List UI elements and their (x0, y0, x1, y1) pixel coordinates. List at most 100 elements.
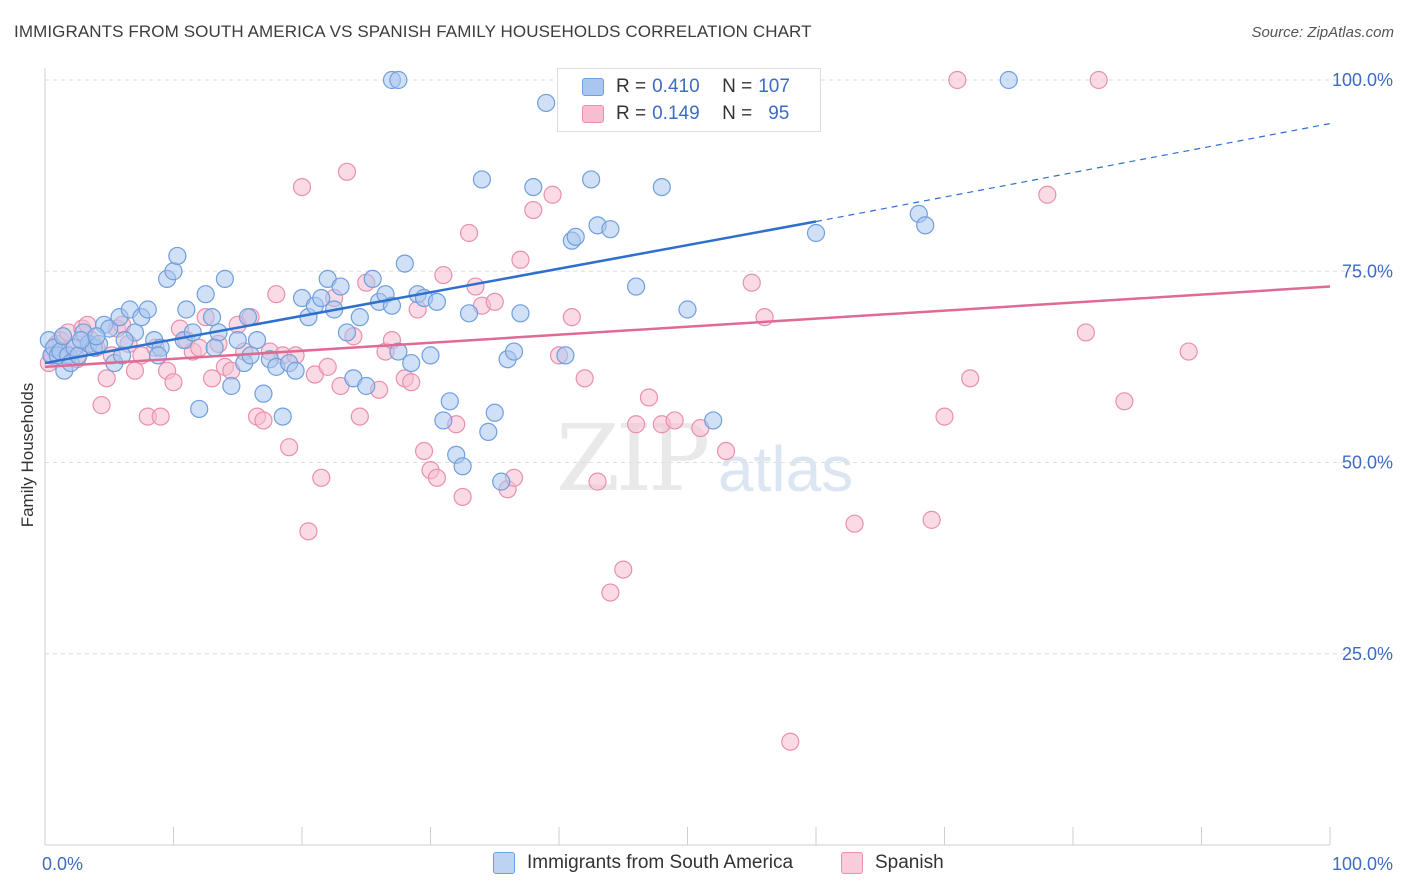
point-immigrants (87, 327, 106, 346)
point-immigrants (71, 331, 91, 350)
point-immigrants (479, 422, 498, 441)
x-tick-label: 0.0% (42, 854, 83, 874)
pink-swatch (582, 105, 604, 123)
point-spanish (414, 441, 434, 461)
point-spanish (254, 411, 273, 430)
legend-label: Immigrants from South America (527, 852, 794, 873)
point-immigrants (53, 327, 73, 346)
point-spanish (562, 308, 581, 327)
r-value: 0.149 (652, 103, 700, 124)
point-spanish (1076, 323, 1095, 342)
point-immigrants (916, 216, 935, 235)
point-spanish (292, 178, 312, 197)
point-spanish (125, 361, 145, 380)
point-immigrants (652, 178, 671, 197)
point-immigrants (472, 170, 491, 189)
point-immigrants (566, 227, 585, 246)
r-label: R = (616, 103, 647, 124)
point-immigrants (337, 323, 357, 342)
point-spanish (151, 407, 170, 426)
point-immigrants (492, 472, 511, 491)
point-spanish (434, 265, 453, 285)
point-immigrants (164, 262, 183, 281)
point-immigrants (537, 93, 556, 113)
point-spanish (350, 407, 369, 426)
point-spanish (935, 407, 954, 426)
point-spanish (922, 510, 941, 529)
blue-swatch (493, 852, 515, 874)
point-spanish (267, 285, 286, 304)
point-immigrants (524, 178, 543, 197)
chart-title: IMMIGRANTS FROM SOUTH AMERICA VS SPANISH… (14, 22, 812, 41)
point-spanish (961, 369, 980, 388)
point-spanish (665, 411, 684, 430)
point-immigrants (254, 384, 273, 403)
stats-legend-row-pink: R = 0.149 N = 95 (582, 102, 789, 126)
legend-item-immigrants[interactable]: Immigrants from South America (493, 852, 793, 874)
point-immigrants (806, 223, 826, 243)
point-immigrants (286, 361, 305, 380)
stats-legend-row-blue: R = 0.410 N = 107 (582, 75, 790, 99)
legend-label: Spanish (875, 852, 944, 873)
point-immigrants (363, 269, 382, 288)
trendline-immigrants-extension (815, 123, 1331, 223)
point-immigrants (312, 288, 331, 308)
point-immigrants (459, 304, 479, 323)
point-immigrants (678, 300, 697, 319)
x-tick-label: 100.0% (1332, 854, 1393, 874)
blue-swatch (582, 78, 604, 96)
point-immigrants (999, 70, 1018, 90)
point-spanish (402, 373, 421, 392)
point-immigrants (434, 411, 453, 430)
n-value: 107 (758, 76, 790, 97)
point-spanish (1115, 392, 1134, 411)
point-spanish (742, 273, 761, 292)
r-label: R = (616, 76, 647, 97)
y-tick-label: 75.0% (1342, 261, 1393, 281)
point-spanish (781, 732, 800, 751)
point-immigrants (389, 70, 408, 90)
point-spanish (427, 468, 447, 487)
point-immigrants (601, 220, 620, 239)
point-immigrants (402, 353, 421, 373)
stats-legend: R = 0.410 N = 107 R = 0.149 N = 95 (557, 68, 821, 132)
point-immigrants (196, 285, 215, 304)
point-spanish (299, 522, 318, 541)
trendline-spanish (44, 285, 1331, 369)
point-spanish (466, 277, 485, 296)
point-spanish (588, 472, 607, 491)
point-spanish (639, 388, 659, 407)
point-spanish (164, 373, 183, 392)
point-spanish (280, 438, 299, 457)
point-spanish (614, 560, 633, 579)
point-immigrants (485, 403, 504, 422)
point-immigrants (582, 170, 601, 189)
point-spanish (626, 415, 646, 434)
point-immigrants (389, 342, 408, 361)
point-spanish (601, 583, 620, 602)
point-spanish (948, 70, 967, 90)
point-immigrants (168, 246, 187, 266)
legend-item-spanish[interactable]: Spanish (841, 852, 944, 874)
n-label: N = (722, 76, 753, 97)
series-legend: Immigrants from South America Spanish (0, 852, 1406, 878)
point-immigrants (427, 292, 447, 311)
point-immigrants (202, 308, 222, 327)
point-immigrants (115, 331, 134, 350)
point-spanish (1179, 342, 1198, 361)
point-immigrants (504, 342, 524, 361)
watermark-atlas: atlas (718, 433, 854, 505)
point-immigrants (350, 308, 369, 327)
y-tick-label: 50.0% (1342, 453, 1393, 473)
point-immigrants (511, 304, 530, 323)
point-immigrants (205, 338, 224, 357)
point-immigrants (183, 323, 202, 342)
pink-swatch (841, 852, 863, 874)
point-spanish (524, 200, 543, 220)
point-immigrants (190, 399, 209, 419)
point-immigrants (421, 346, 440, 365)
point-spanish (1038, 185, 1057, 204)
n-value: 95 (768, 103, 790, 124)
point-spanish (845, 514, 864, 533)
trendline-immigrants (44, 220, 817, 365)
